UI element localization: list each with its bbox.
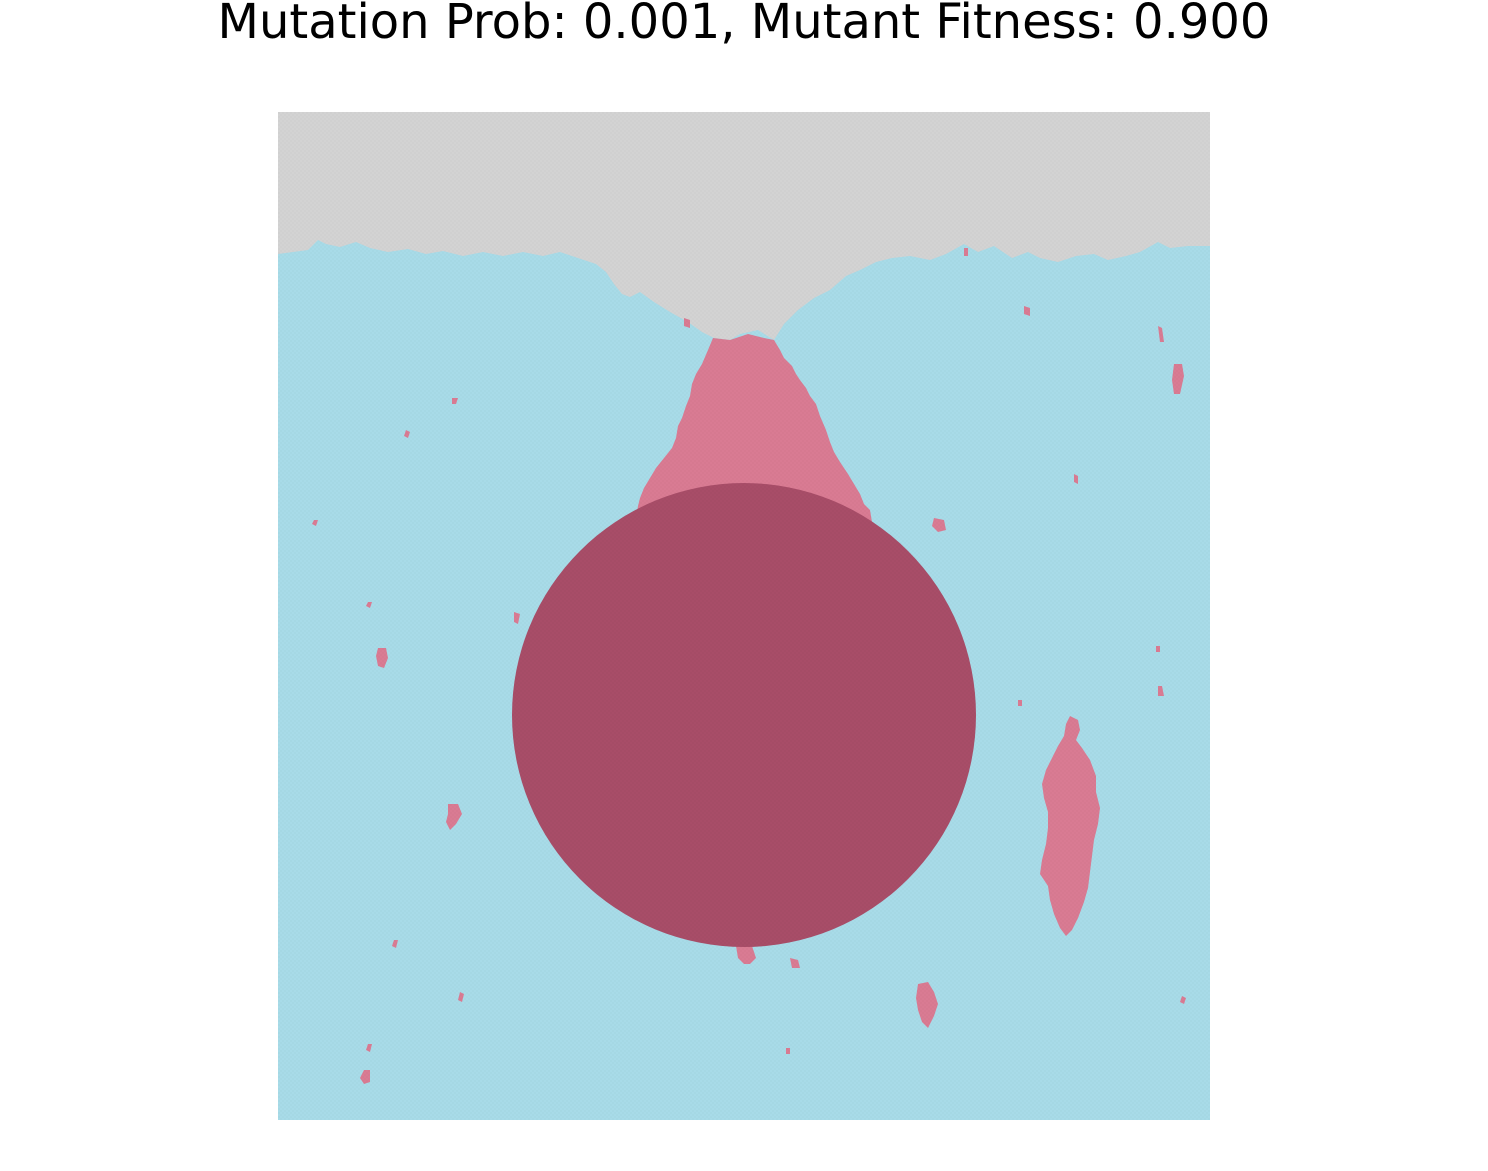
- figure-title: Mutation Prob: 0.001, Mutant Fitness: 0.…: [217, 0, 1271, 50]
- simulation-lattice: [278, 112, 1210, 1120]
- lattice-texture: [278, 112, 1210, 1120]
